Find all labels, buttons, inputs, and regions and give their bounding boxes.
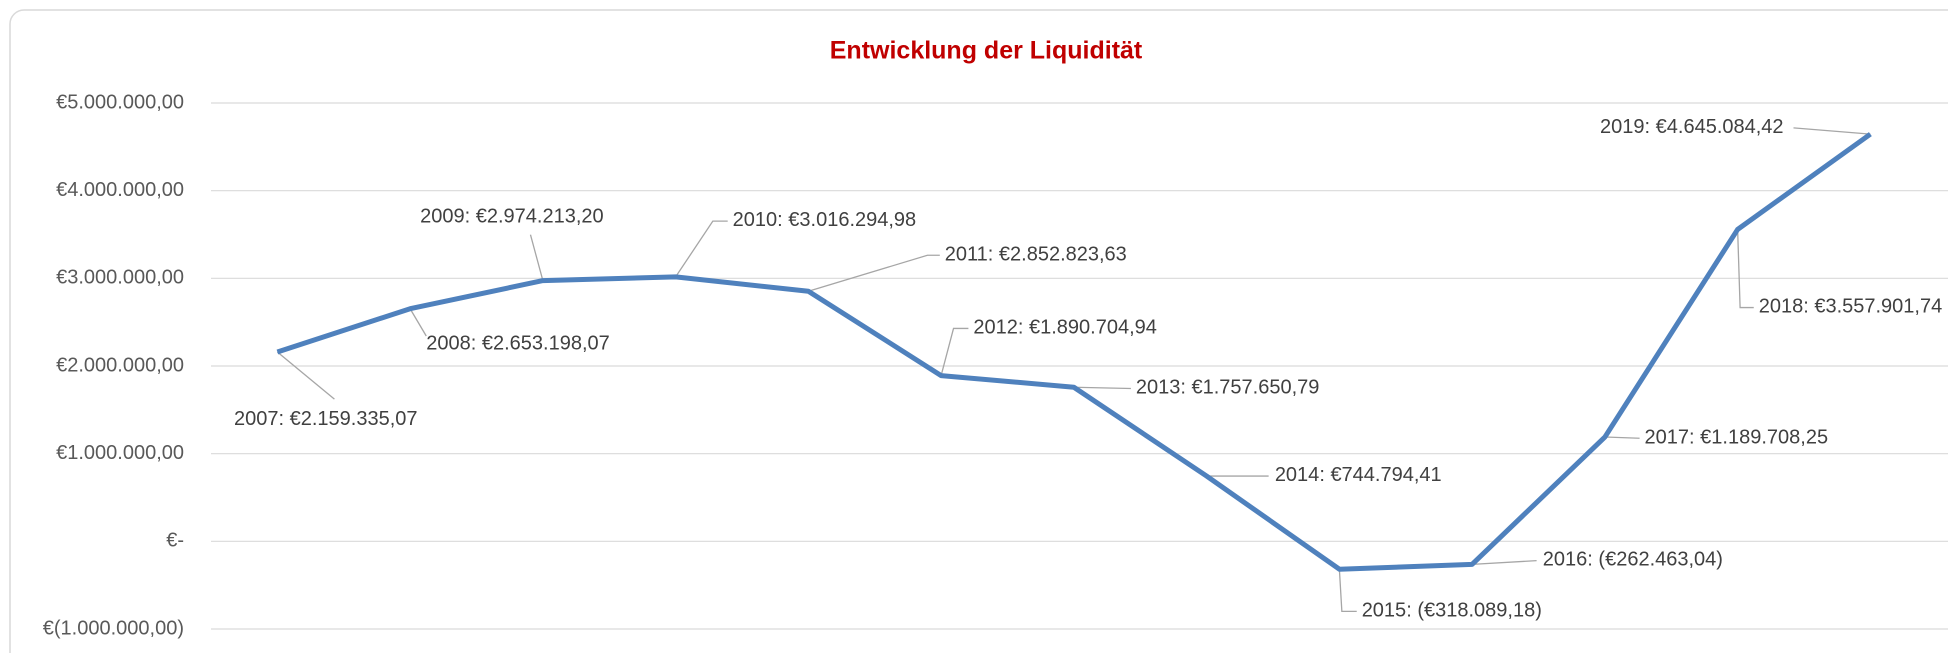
data-label-value: €2.159.335,07: [290, 409, 418, 431]
leader-line: [1793, 127, 1871, 135]
leader-line: [1338, 569, 1357, 613]
data-label-separator: :: [465, 206, 476, 228]
data-label-separator: :: [777, 209, 788, 231]
data-label-separator: :: [1587, 549, 1598, 571]
data-label-value: €2.852.823,63: [999, 244, 1127, 266]
data-label: 2012: €1.890.704,94: [973, 317, 1157, 339]
data-label-value: €3.557.901,74: [1814, 296, 1942, 318]
data-label-separator: :: [278, 409, 289, 431]
data-label-category: 2014: [1275, 464, 1320, 486]
leader-line: [1736, 229, 1754, 309]
y-tick-label: €(1.000.000,00): [43, 617, 184, 639]
leader-line: [1604, 436, 1640, 439]
data-label-separator: :: [1319, 464, 1330, 486]
y-tick-label: €1.000.000,00: [56, 442, 184, 464]
data-label-category: 2011: [945, 244, 988, 266]
data-label: 2008: €2.653.198,07: [426, 333, 610, 355]
data-label: 2013: €1.757.650,79: [1136, 377, 1320, 399]
data-line: [276, 132, 1872, 572]
data-label-category: 2018: [1759, 296, 1804, 318]
data-label-category: 2019: [1600, 116, 1645, 138]
data-label-separator: :: [1803, 296, 1814, 318]
data-label-category: 2017: [1645, 427, 1690, 449]
data-label-separator: :: [471, 333, 482, 355]
data-label-separator: :: [1689, 427, 1700, 449]
data-label-separator: :: [1018, 317, 1029, 339]
data-label-category: 2013: [1136, 377, 1181, 399]
chart-title: Entwicklung der Liquidität: [830, 37, 1143, 65]
data-label-separator: :: [988, 244, 999, 266]
data-label-value: (€318.089,18): [1417, 600, 1542, 622]
y-tick-label: €5.000.000,00: [56, 91, 184, 113]
data-label-value: €2.974.213,20: [476, 206, 604, 228]
data-label-value: €1.189.708,25: [1700, 427, 1828, 449]
data-label: 2015: (€318.089,18): [1362, 600, 1542, 622]
data-label: 2017: €1.189.708,25: [1645, 427, 1829, 449]
data-label: 2011: €2.852.823,63: [945, 244, 1127, 266]
leader-line: [529, 234, 544, 281]
data-label: 2019: €4.645.084,42: [1600, 116, 1784, 138]
data-label-value: €744.794,41: [1330, 464, 1441, 486]
chart-border: [9, 9, 1948, 653]
data-label: 2007: €2.159.335,07: [234, 409, 418, 431]
y-tick-label: €3.000.000,00: [56, 267, 184, 289]
data-label-category: 2010: [733, 209, 778, 231]
data-label-separator: :: [1180, 377, 1191, 399]
data-label: 2016: (€262.463,04): [1543, 549, 1723, 571]
data-label-category: 2012: [973, 317, 1018, 339]
leader-line: [1472, 559, 1537, 565]
data-label-category: 2015: [1362, 600, 1407, 622]
y-tick-label: €4.000.000,00: [56, 179, 184, 201]
data-label: 2014: €744.794,41: [1275, 464, 1442, 486]
y-tick-label: €2.000.000,00: [56, 354, 184, 376]
data-label-category: 2007: [234, 409, 279, 431]
y-tick-label: €-: [166, 530, 184, 552]
leader-line: [276, 351, 335, 400]
leader-line: [940, 327, 969, 376]
leader-line: [409, 308, 427, 337]
data-label: 2009: €2.974.213,20: [420, 206, 604, 228]
data-label-value: €1.890.704,94: [1029, 317, 1157, 339]
data-label-value: €2.653.198,07: [482, 333, 610, 355]
data-label-value: €3.016.294,98: [788, 209, 916, 231]
data-label-category: 2008: [426, 333, 471, 355]
data-label-category: 2016: [1543, 549, 1588, 571]
data-label-separator: :: [1406, 600, 1417, 622]
data-label-separator: :: [1645, 116, 1656, 138]
data-label: 2018: €3.557.901,74: [1759, 296, 1943, 318]
data-label-value: (€262.463,04): [1598, 549, 1723, 571]
leader-line: [1073, 386, 1131, 390]
data-label-value: €1.757.650,79: [1192, 377, 1320, 399]
data-label-category: 2009: [420, 206, 465, 228]
leader-line: [808, 254, 940, 292]
leader-line: [675, 220, 728, 278]
data-label-value: €4.645.084,42: [1656, 116, 1784, 138]
data-label: 2010: €3.016.294,98: [733, 209, 917, 231]
